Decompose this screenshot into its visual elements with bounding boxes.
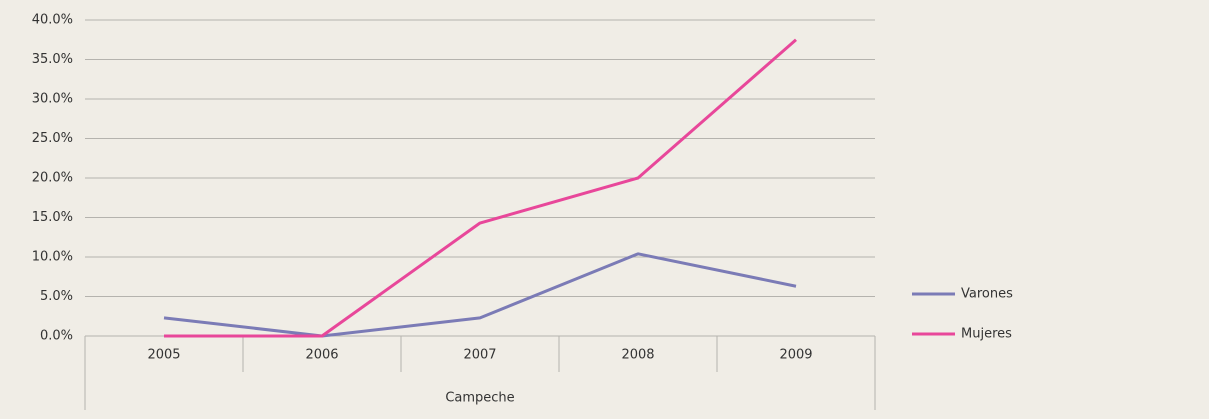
- series-line: [163, 252, 797, 338]
- y-tick-label: 20.0%: [32, 171, 73, 186]
- x-tick-label: 2006: [305, 348, 338, 363]
- x-tick-label: 2005: [147, 348, 180, 363]
- x-tick-label: 2009: [779, 348, 812, 363]
- y-tick-label: 5.0%: [40, 289, 73, 304]
- legend-label: Varones: [961, 287, 1013, 302]
- group-label: Campeche: [445, 391, 514, 406]
- series-line: [164, 38, 797, 338]
- legend-label: Mujeres: [961, 327, 1012, 342]
- x-tick-label: 2008: [621, 348, 654, 363]
- y-tick-label: 40.0%: [32, 13, 73, 28]
- y-tick-label: 35.0%: [32, 52, 73, 67]
- y-tick-label: 10.0%: [32, 250, 73, 265]
- x-tick-label: 2007: [463, 348, 496, 363]
- y-tick-label: 30.0%: [32, 92, 73, 107]
- y-tick-label: 0.0%: [40, 329, 73, 344]
- y-tick-label: 15.0%: [32, 210, 73, 225]
- y-tick-label: 25.0%: [32, 131, 73, 146]
